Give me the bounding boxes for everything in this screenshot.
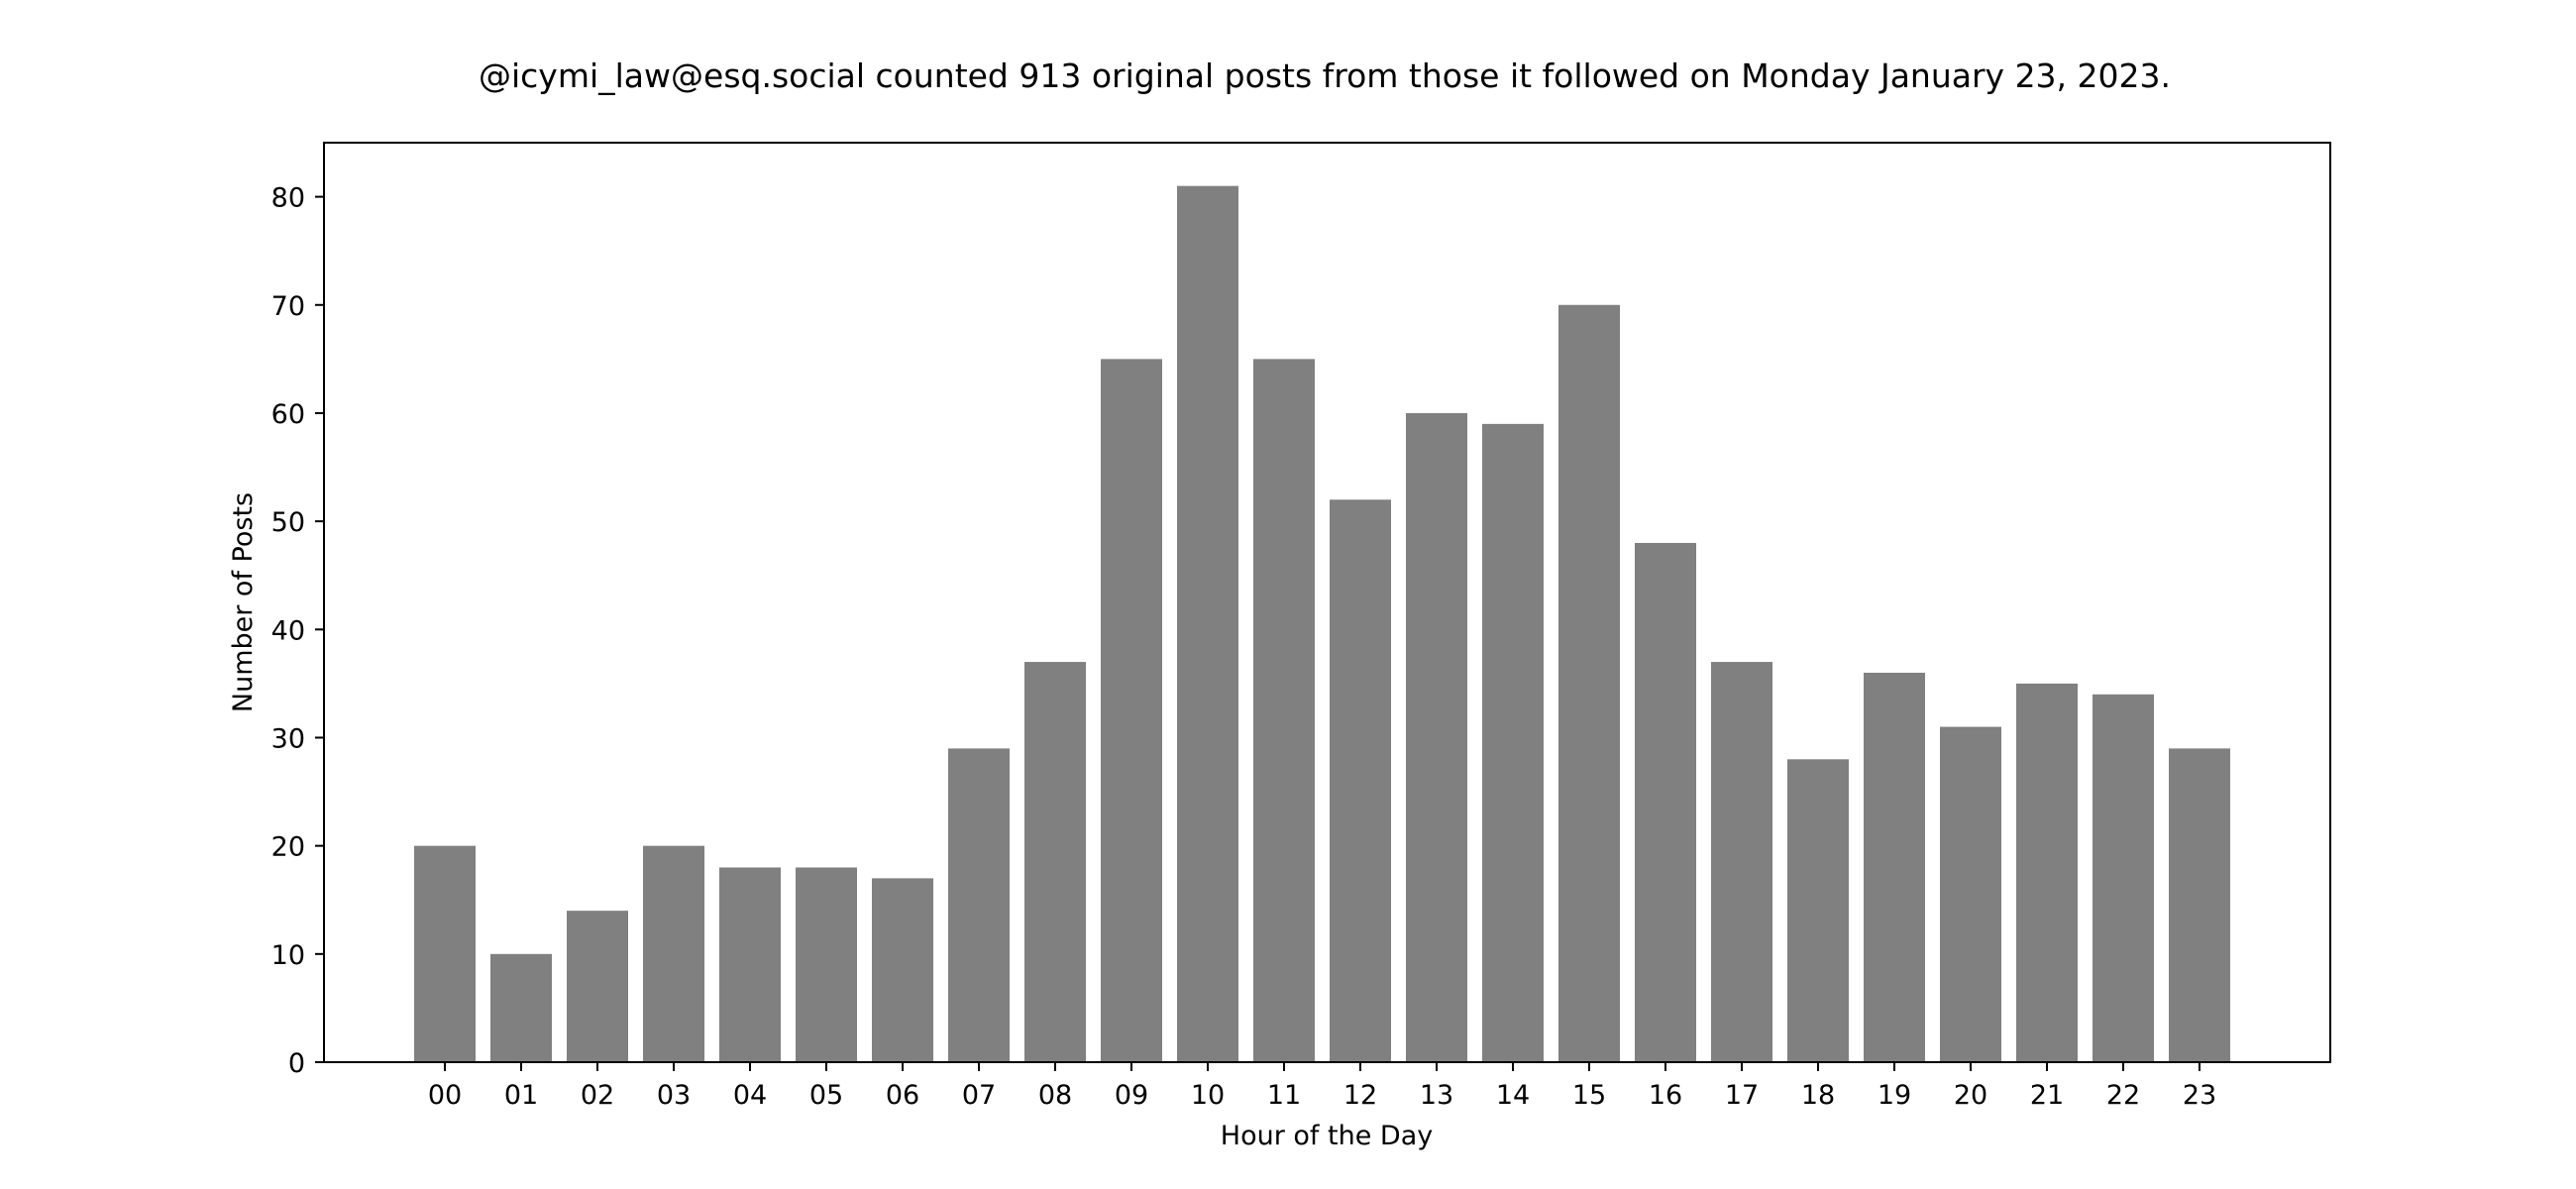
x-tick-label: 06 bbox=[886, 1080, 919, 1111]
bars-group bbox=[414, 185, 2230, 1063]
bar-19 bbox=[1864, 672, 1925, 1062]
bar-22 bbox=[2093, 694, 2154, 1062]
x-tick-label: 20 bbox=[1954, 1080, 1987, 1111]
x-tick-label: 22 bbox=[2106, 1080, 2140, 1111]
y-tick-label: 50 bbox=[271, 507, 305, 538]
x-axis: 00 01 02 03 04 05 06 07 08 09 10 11 12 13 14 15 16 17 18 19… bbox=[428, 1062, 2216, 1111]
bar-06 bbox=[872, 878, 933, 1062]
x-tick-label: 14 bbox=[1496, 1080, 1530, 1111]
bar-04 bbox=[719, 867, 781, 1062]
x-tick-label: 01 bbox=[504, 1080, 538, 1111]
bar-14 bbox=[1482, 423, 1544, 1062]
chart-title: @icymi_law@esq.social counted 913 origin… bbox=[479, 56, 2171, 95]
x-tick-label: 04 bbox=[733, 1080, 767, 1111]
x-axis-label: Hour of the Day bbox=[1221, 1121, 1433, 1151]
bar-11 bbox=[1253, 359, 1315, 1063]
x-tick-label: 11 bbox=[1267, 1080, 1301, 1111]
x-tick-label: 10 bbox=[1191, 1080, 1225, 1111]
x-tick-label: 00 bbox=[428, 1080, 462, 1111]
bar-21 bbox=[2016, 683, 2078, 1062]
bar-15 bbox=[1558, 304, 1620, 1062]
bar-05 bbox=[796, 867, 857, 1062]
bar-08 bbox=[1024, 662, 1086, 1062]
bar-17 bbox=[1711, 662, 1772, 1062]
x-tick-label: 15 bbox=[1572, 1080, 1606, 1111]
x-tick-label: 17 bbox=[1725, 1080, 1759, 1111]
bar-09 bbox=[1101, 359, 1162, 1063]
x-tick-label: 13 bbox=[1420, 1080, 1453, 1111]
x-tick-label: 18 bbox=[1801, 1080, 1835, 1111]
x-tick-label: 05 bbox=[809, 1080, 843, 1111]
y-tick-label: 40 bbox=[271, 615, 305, 646]
bar-12 bbox=[1330, 499, 1391, 1062]
bar-20 bbox=[1940, 726, 2001, 1062]
bar-16 bbox=[1635, 542, 1696, 1062]
y-tick-label: 0 bbox=[288, 1048, 305, 1079]
x-tick-label: 03 bbox=[657, 1080, 691, 1111]
y-tick-label: 10 bbox=[271, 940, 305, 971]
y-tick-label: 30 bbox=[271, 723, 305, 754]
x-tick-label: 09 bbox=[1115, 1080, 1148, 1111]
bar-02 bbox=[567, 911, 628, 1062]
x-tick-label: 19 bbox=[1878, 1080, 1911, 1111]
bar-01 bbox=[490, 953, 552, 1062]
y-axis: 0 10 20 30 40 50 60 70 80 bbox=[271, 183, 324, 1079]
x-tick-label: 07 bbox=[962, 1080, 996, 1111]
bar-10 bbox=[1177, 185, 1238, 1062]
x-tick-label: 23 bbox=[2183, 1080, 2216, 1111]
plot-frame bbox=[323, 142, 2331, 1063]
bar-23 bbox=[2169, 748, 2230, 1062]
x-tick-label: 21 bbox=[2030, 1080, 2064, 1111]
bar-18 bbox=[1787, 759, 1849, 1062]
bar-03 bbox=[643, 845, 704, 1062]
y-tick-label: 80 bbox=[271, 183, 305, 214]
y-axis-label: Number of Posts bbox=[228, 492, 259, 712]
x-tick-label: 16 bbox=[1649, 1080, 1682, 1111]
x-tick-label: 02 bbox=[581, 1080, 614, 1111]
y-tick-label: 60 bbox=[271, 399, 305, 430]
y-tick-label: 20 bbox=[271, 832, 305, 863]
x-tick-label: 12 bbox=[1343, 1080, 1377, 1111]
y-tick-label: 70 bbox=[271, 291, 305, 322]
bar-07 bbox=[948, 748, 1010, 1062]
bar-13 bbox=[1406, 412, 1467, 1062]
bar-00 bbox=[414, 845, 476, 1062]
x-tick-label: 08 bbox=[1038, 1080, 1072, 1111]
